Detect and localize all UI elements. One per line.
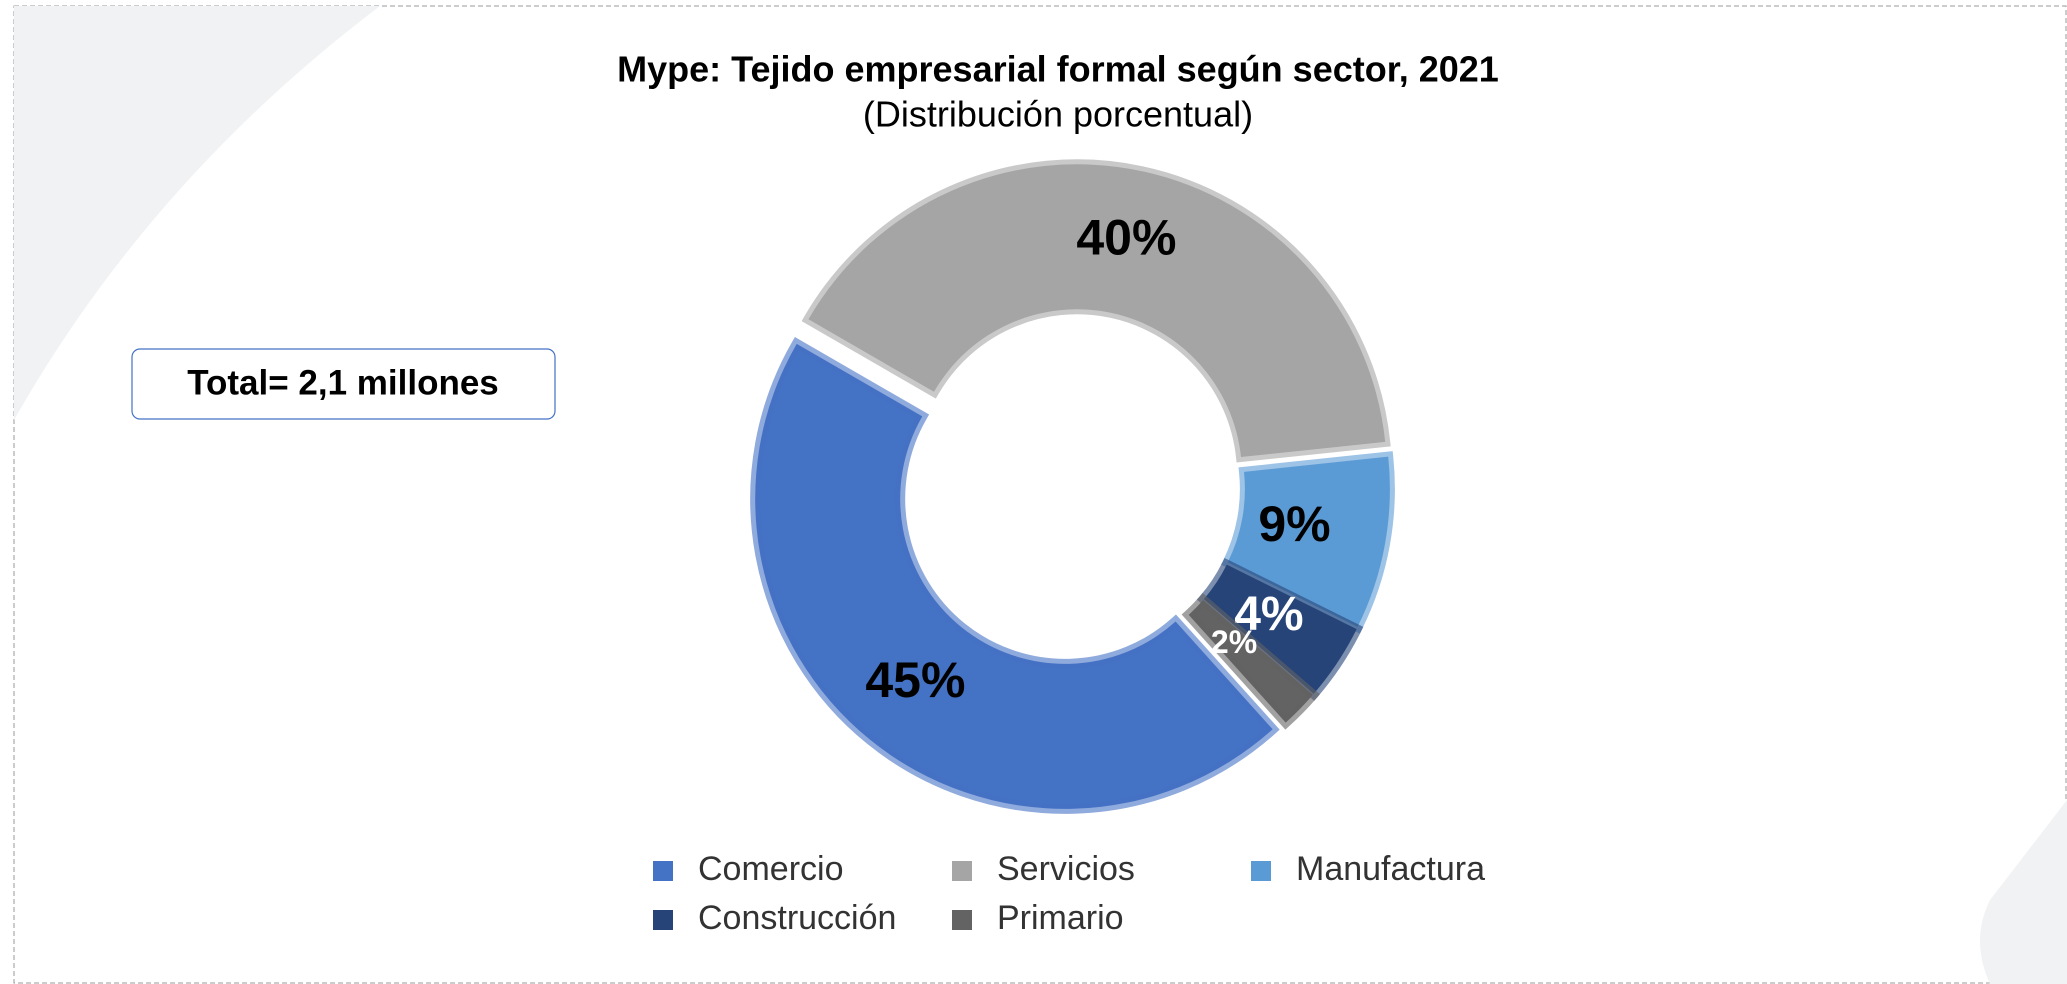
chart-subtitle: (Distribución porcentual)	[863, 94, 1253, 135]
annotation: Total= 2,1 millones	[187, 363, 499, 402]
legend-label: Manufactura	[1296, 850, 1485, 888]
legend-label: Primario	[997, 899, 1124, 937]
donut-slice	[1181, 592, 1321, 730]
donut-slice	[801, 159, 1391, 463]
decor	[14, 6, 380, 420]
data-label: 40%	[1076, 210, 1176, 266]
chart-title: Mype: Tejido empresarial formal según se…	[617, 49, 1499, 90]
data-label: 9%	[1258, 496, 1330, 552]
legend-swatch	[1251, 861, 1271, 881]
decor	[1980, 800, 2067, 984]
annotation-box	[131, 348, 556, 420]
legend-swatch	[952, 910, 972, 930]
donut-slice	[750, 337, 1280, 814]
legend-label: Construcción	[698, 899, 896, 937]
legend-swatch	[952, 861, 972, 881]
legend-label: Servicios	[997, 850, 1135, 888]
legend-label: Comercio	[698, 850, 843, 888]
data-label: 45%	[865, 652, 965, 708]
legend-swatch	[653, 861, 673, 881]
data-label: 2%	[1211, 624, 1257, 660]
frame	[13, 5, 2067, 984]
legend-swatch	[653, 910, 673, 930]
